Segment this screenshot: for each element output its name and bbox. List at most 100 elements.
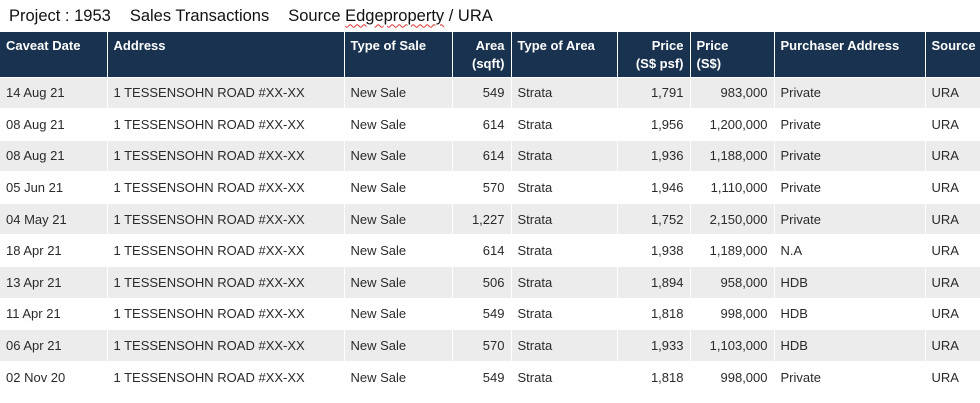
cell-price-psf: 1,938: [616, 234, 690, 267]
column-header-sublabel: (sqft): [472, 56, 505, 71]
column-header-address: Address: [106, 32, 344, 77]
source-prefix: Source: [288, 6, 346, 25]
cell-price-psf: 1,946: [616, 171, 690, 204]
cell-purchaser-address: Private: [773, 202, 925, 235]
cell-price: 998,000: [689, 360, 774, 393]
cell-address: 1 TESSENSOHN ROAD #XX-XX: [106, 171, 344, 204]
cell-type-of-sale: New Sale: [343, 108, 452, 141]
column-header-label: Type of Area: [517, 38, 595, 53]
source-suffix: / URA: [444, 6, 493, 25]
cell-source: URA: [924, 297, 980, 330]
column-header-label: Price: [696, 38, 729, 53]
cell-type-of-sale: New Sale: [343, 329, 452, 362]
column-header-label: Caveat Date: [6, 38, 81, 53]
column-header-label: Area: [475, 38, 505, 53]
column-header-sublabel: (S$): [696, 56, 722, 71]
cell-type-of-area: Strata: [510, 171, 617, 204]
cell-caveat-date: 14 Aug 21: [0, 76, 107, 109]
cell-source: URA: [924, 360, 980, 393]
cell-address: 1 TESSENSOHN ROAD #XX-XX: [106, 360, 344, 393]
cell-type-of-area: Strata: [510, 202, 617, 235]
column-header-label: Price: [651, 38, 684, 53]
cell-source: URA: [924, 329, 980, 362]
cell-price-psf: 1,936: [616, 139, 690, 172]
cell-purchaser-address: HDB: [773, 297, 925, 330]
cell-caveat-date: 05 Jun 21: [0, 171, 107, 204]
cell-price: 1,110,000: [689, 171, 774, 204]
cell-purchaser-address: HDB: [773, 329, 925, 362]
cell-type-of-area: Strata: [510, 234, 617, 267]
cell-type-of-area: Strata: [510, 297, 617, 330]
title-bar: Project : 1953 Sales Transactions Source…: [0, 0, 980, 32]
cell-price-psf: 1,818: [616, 360, 690, 393]
cell-source: URA: [924, 76, 980, 109]
cell-purchaser-address: Private: [773, 139, 925, 172]
cell-price: 1,189,000: [689, 234, 774, 267]
column-header-caveat-date: Caveat Date: [0, 32, 107, 77]
column-header-label: Type of Sale: [350, 38, 427, 53]
cell-address: 1 TESSENSOHN ROAD #XX-XX: [106, 234, 344, 267]
cell-area: 1,227: [451, 202, 511, 235]
cell-price: 1,200,000: [689, 108, 774, 141]
cell-purchaser-address: N.A: [773, 234, 925, 267]
cell-source: URA: [924, 108, 980, 141]
cell-purchaser-address: Private: [773, 360, 925, 393]
cell-type-of-sale: New Sale: [343, 234, 452, 267]
cell-type-of-area: Strata: [510, 329, 617, 362]
sales-transactions-label: Sales Transactions: [129, 6, 270, 25]
table-row: 02 Nov 20 1 TESSENSOHN ROAD #XX-XX New Sal…: [0, 360, 980, 393]
cell-type-of-area: Strata: [510, 266, 617, 299]
project-label: Project : 1953: [9, 6, 111, 25]
cell-area: 549: [451, 360, 511, 393]
source-name: Edgeproperty: [345, 6, 445, 25]
table-row: 08 Aug 21 1 TESSENSOHN ROAD #XX-XX New Sal…: [0, 139, 980, 172]
cell-caveat-date: 04 May 21: [0, 202, 107, 235]
cell-caveat-date: 06 Apr 21: [0, 329, 107, 362]
cell-type-of-sale: New Sale: [343, 171, 452, 204]
column-header-source: Source: [924, 32, 980, 77]
cell-price-psf: 1,894: [616, 266, 690, 299]
cell-type-of-sale: New Sale: [343, 266, 452, 299]
cell-address: 1 TESSENSOHN ROAD #XX-XX: [106, 266, 344, 299]
cell-purchaser-address: Private: [773, 108, 925, 141]
column-header-type-of-area: Type of Area: [510, 32, 617, 77]
cell-purchaser-address: Private: [773, 76, 925, 109]
table-header-row: Caveat Date Address Type of Sale Area (sqft)…: [0, 32, 980, 77]
cell-source: URA: [924, 171, 980, 204]
table-body: 14 Aug 21 1 TESSENSOHN ROAD #XX-XX New Sal…: [0, 76, 980, 393]
column-header-type-of-sale: Type of Sale: [343, 32, 452, 77]
cell-type-of-sale: New Sale: [343, 360, 452, 393]
cell-price-psf: 1,818: [616, 297, 690, 330]
cell-type-of-area: Strata: [510, 360, 617, 393]
cell-price: 2,150,000: [689, 202, 774, 235]
table-row: 18 Apr 21 1 TESSENSOHN ROAD #XX-XX New Sal…: [0, 234, 980, 267]
cell-type-of-sale: New Sale: [343, 297, 452, 330]
cell-price: 958,000: [689, 266, 774, 299]
cell-price: 1,188,000: [689, 139, 774, 172]
column-header-price-psf: Price (S$ psf): [616, 32, 690, 77]
cell-type-of-area: Strata: [510, 139, 617, 172]
cell-area: 506: [451, 266, 511, 299]
table-row: 05 Jun 21 1 TESSENSOHN ROAD #XX-XX New Sal…: [0, 171, 980, 204]
cell-price: 983,000: [689, 76, 774, 109]
cell-area: 570: [451, 329, 511, 362]
cell-address: 1 TESSENSOHN ROAD #XX-XX: [106, 108, 344, 141]
cell-source: URA: [924, 202, 980, 235]
cell-address: 1 TESSENSOHN ROAD #XX-XX: [106, 329, 344, 362]
cell-caveat-date: 13 Apr 21: [0, 266, 107, 299]
source-label: Source Edgeproperty / URA: [288, 7, 493, 26]
column-header-purchaser-address: Purchaser Address: [773, 32, 925, 77]
cell-type-of-area: Strata: [510, 108, 617, 141]
column-header-label: Source: [931, 38, 976, 53]
cell-price-psf: 1,752: [616, 202, 690, 235]
cell-purchaser-address: HDB: [773, 266, 925, 299]
cell-price: 1,103,000: [689, 329, 774, 362]
cell-type-of-sale: New Sale: [343, 139, 452, 172]
cell-purchaser-address: Private: [773, 171, 925, 204]
cell-area: 570: [451, 171, 511, 204]
table-row: 04 May 21 1 TESSENSOHN ROAD #XX-XX New Sal…: [0, 202, 980, 235]
cell-type-of-sale: New Sale: [343, 202, 452, 235]
cell-area: 614: [451, 108, 511, 141]
column-header-area: Area (sqft): [451, 32, 511, 77]
cell-price-psf: 1,791: [616, 76, 690, 109]
